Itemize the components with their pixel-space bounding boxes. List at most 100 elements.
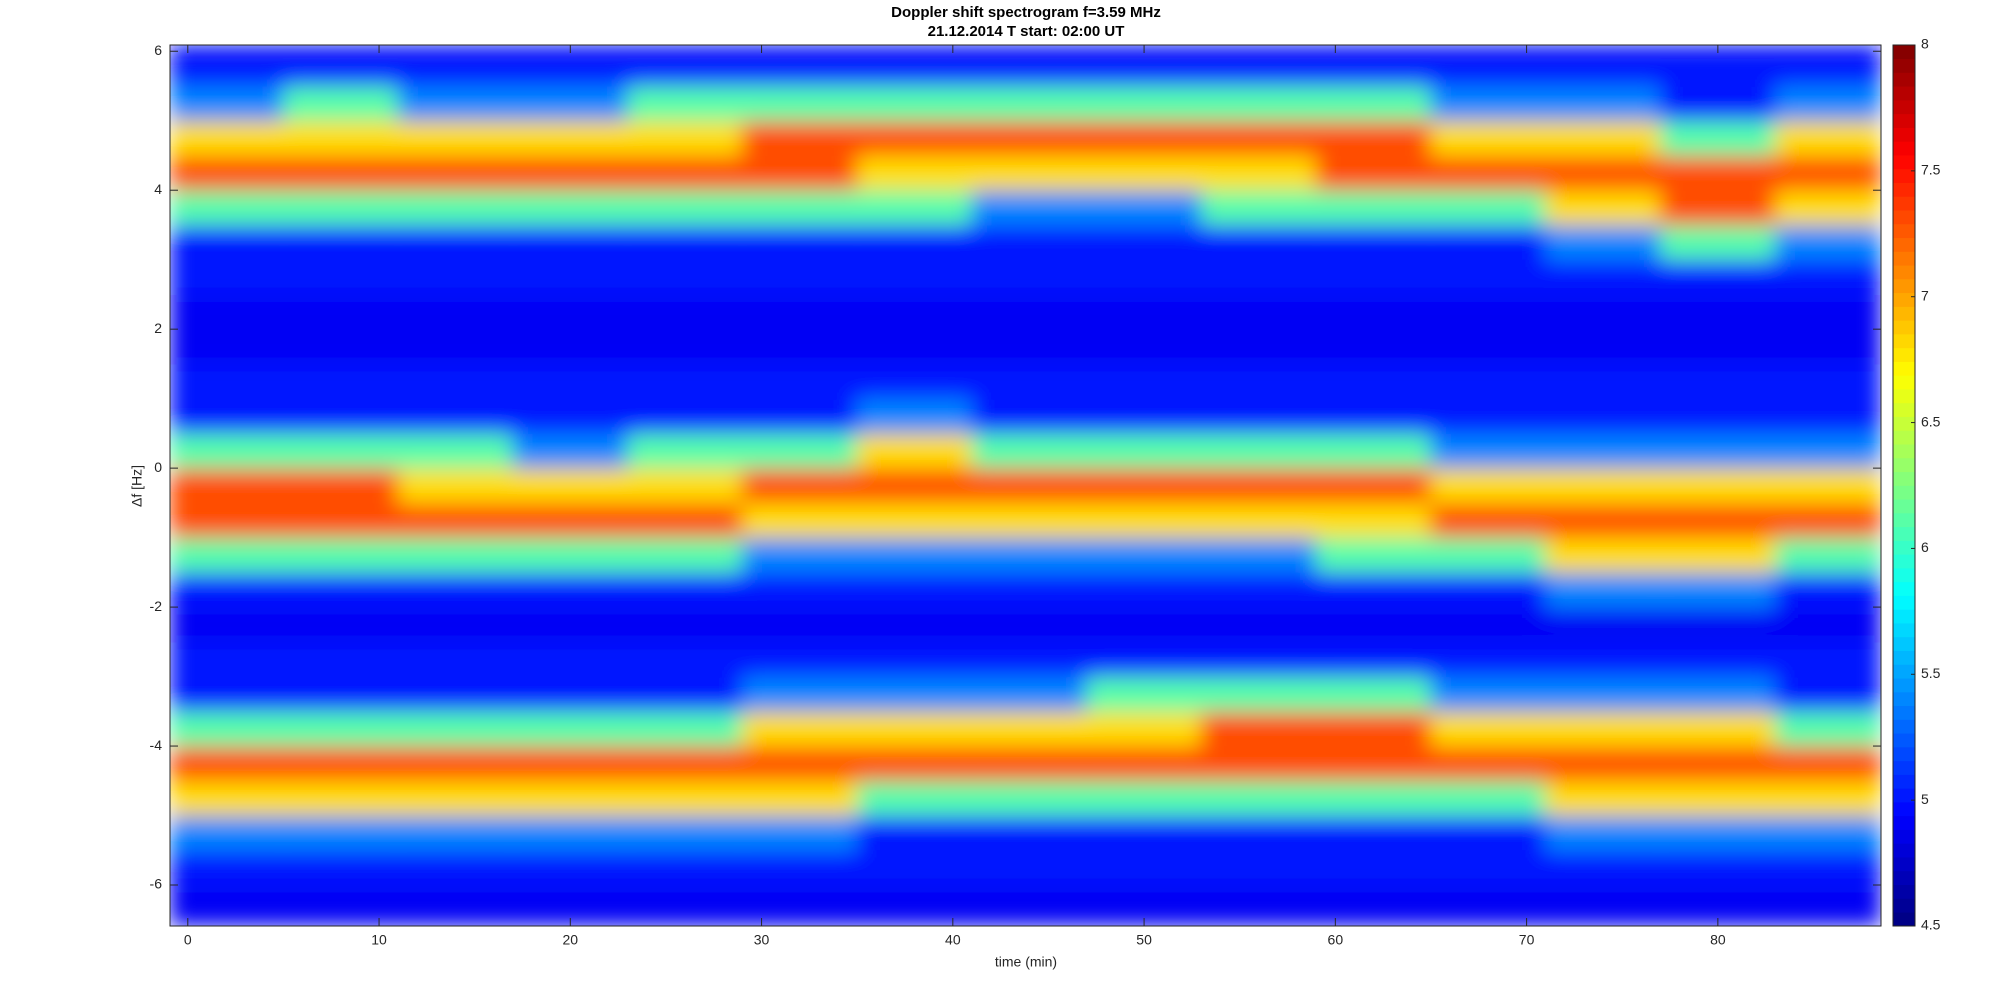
y-tick-label: -4 [150,737,163,753]
heatmap-cell [1086,606,1202,643]
heatmap-cell [856,293,973,330]
heatmap-cell [512,606,629,643]
heatmap-cell [1774,398,1881,434]
colorbar-tick-label: 8 [1921,36,1929,52]
heatmap-cell [1774,224,1881,261]
chart-title: Doppler shift spectrogram f=3.59 MHz [891,4,1161,21]
colorbar-segment [1893,815,1915,830]
heatmap-cell [856,432,973,469]
heatmap-cell [1430,432,1547,469]
heatmap-cell [397,328,514,365]
heatmap-cell [170,363,284,400]
heatmap-cell [170,606,284,643]
heatmap-cell [1774,815,1881,851]
colorbar-frame [1892,44,1916,927]
heatmap-cell [1545,641,1661,678]
heatmap-cell [1545,45,1661,52]
heatmap-cell [1200,224,1317,261]
heatmap-cell [282,154,399,191]
heatmap-cell [282,676,399,712]
heatmap-cell [856,780,973,817]
heatmap-cell [1430,45,1547,52]
heatmap-cell [741,50,858,87]
heatmap-cell [1315,467,1432,504]
heatmap-cell [971,293,1088,330]
heatmap-cell [1200,710,1317,747]
heatmap-cell [1545,884,1661,926]
heatmap-cell [1086,363,1202,400]
heatmap-cell [1200,189,1317,226]
heatmap-cell [1545,780,1661,817]
heatmap-cell [512,815,629,851]
heatmap-cell [1315,780,1432,817]
colorbar-segment [1893,416,1915,431]
heatmap-cell [1774,884,1881,926]
heatmap-cell [627,849,743,886]
heatmap-cell [1086,537,1202,573]
heatmap-cell [1200,363,1317,400]
colorbar-segment [1893,622,1915,638]
heatmap-cell [512,467,629,504]
heatmap-cell [1315,849,1432,886]
heatmap-cell [856,85,973,122]
heatmap-cell [741,432,858,469]
heatmap-cell [627,606,743,643]
heatmap-cell [282,224,399,261]
heatmap-cell [971,259,1088,295]
heatmap-cell [741,641,858,678]
heatmap-cell [741,293,858,330]
heatmap-cell [170,502,284,539]
y-tick-label: -6 [150,876,163,892]
heatmap-cell [1086,120,1202,156]
heatmap-cell [1430,606,1547,643]
heatmap-cell [741,849,858,886]
heatmap-cell [1774,120,1881,156]
heatmap-cell [971,50,1088,87]
heatmap-cell [170,780,284,817]
heatmap-cell [1430,745,1547,782]
heatmap-cell [856,884,973,926]
heatmap-cell [1545,85,1661,122]
heatmap-cell [856,154,973,191]
heatmap-cell [170,293,284,330]
heatmap-cell [170,676,284,712]
heatmap-cell [397,745,514,782]
heatmap-cell [170,432,284,469]
x-axis-label: time (min) [995,954,1057,970]
heatmap-cell [971,780,1088,817]
heatmap-cell [1774,363,1881,400]
heatmap-cell [282,780,399,817]
colorbar-tick-label: 4.5 [1921,917,1941,933]
colorbar-segment [1893,168,1915,183]
heatmap-cell [627,293,743,330]
heatmap-cell [397,45,514,52]
heatmap-cell [1774,45,1881,52]
heatmap-cell [1545,676,1661,712]
heatmap-cell [1315,606,1432,643]
colorbar-segment [1893,320,1915,335]
heatmap-cell [170,884,284,926]
colorbar-segment [1893,898,1915,913]
heatmap-cell [971,432,1088,469]
heatmap-cell [627,398,743,434]
colorbar-segment [1893,430,1915,445]
colorbar-segment [1893,498,1915,514]
heatmap-cell [1659,571,1776,608]
colorbar-segment [1893,581,1915,596]
heatmap-cell [627,467,743,504]
heatmap-cell [1545,328,1661,365]
heatmap-cell [1545,745,1661,782]
heatmap-cell [1200,45,1317,52]
heatmap-cell [1200,606,1317,643]
heatmap-cell [627,154,743,191]
colorbar-tick-label: 7 [1921,287,1929,303]
heatmap-cell [170,641,284,678]
heatmap-cell [1315,884,1432,926]
colorbar-segment [1893,677,1915,693]
heatmap-cell [1774,849,1881,886]
heatmap-cell [741,363,858,400]
heatmap-cell [170,710,284,747]
heatmap-cell [170,85,284,122]
x-tick-label: 40 [945,932,961,948]
heatmap-cell [1430,398,1547,434]
